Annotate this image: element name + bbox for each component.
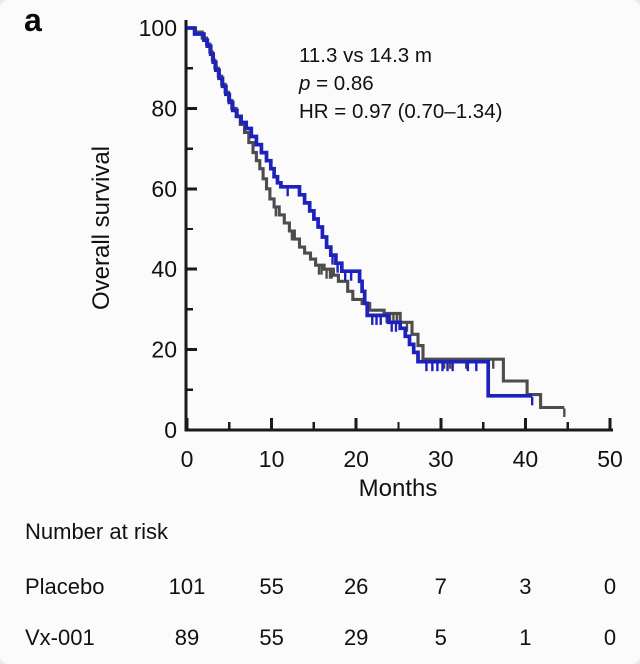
stats-annotation: 11.3 vs 14.3 m p = 0.86 HR = 0.97 (0.70–…	[299, 42, 502, 126]
y-tick-label: 20	[151, 337, 177, 363]
y-axis-title: Overall survival	[88, 145, 115, 311]
x-tick-label: 30	[428, 446, 454, 472]
tick-labels: 0 20 40 60 80 100 0 10 20 30 40 50	[139, 15, 623, 472]
p-symbol: p	[299, 72, 311, 95]
median-survival-text: 11.3 vs 14.3 m	[299, 44, 432, 67]
p-value-text: p = 0.86	[299, 70, 502, 98]
x-tick-label: 40	[513, 446, 539, 472]
risk-count: 1	[519, 625, 532, 650]
risk-count: 3	[519, 574, 532, 599]
risk-count: 29	[343, 625, 369, 650]
y-tick-label: 80	[151, 95, 177, 121]
risk-table-title: Number at risk	[25, 519, 169, 544]
risk-count: 0	[603, 574, 617, 599]
hazard-ratio-text: HR = 0.97 (0.70–1.34)	[299, 100, 503, 123]
risk-count: 7	[434, 574, 447, 599]
survival-plot: 0 20 40 60 80 100 0 10 20 30 40 50	[139, 15, 623, 472]
panel-letter: a	[24, 2, 42, 38]
risk-row-label-placebo: Placebo	[25, 574, 105, 599]
risk-count: 101	[168, 574, 206, 599]
x-tick-label: 10	[259, 446, 285, 472]
y-tick-label: 40	[151, 256, 177, 282]
risk-row-label-vx001: Vx-001	[25, 625, 95, 650]
x-axis-title: Months	[358, 475, 438, 502]
risk-count: 0	[603, 625, 617, 650]
y-tick-label: 0	[164, 417, 177, 443]
x-tick-label: 20	[343, 446, 369, 472]
risk-count: 5	[434, 625, 447, 650]
risk-count: 26	[343, 574, 369, 599]
survival-curves	[187, 26, 566, 417]
risk-count: 55	[259, 625, 284, 650]
risk-count: 89	[174, 625, 200, 650]
risk-count: 55	[259, 574, 284, 599]
axes	[184, 20, 613, 432]
y-tick-label: 60	[151, 176, 177, 202]
y-tick-label: 100	[139, 15, 177, 41]
p-value: = 0.86	[310, 72, 374, 95]
x-tick-label: 50	[597, 446, 623, 472]
x-tick-label: 0	[181, 446, 194, 472]
vx-001-curve	[187, 26, 533, 398]
